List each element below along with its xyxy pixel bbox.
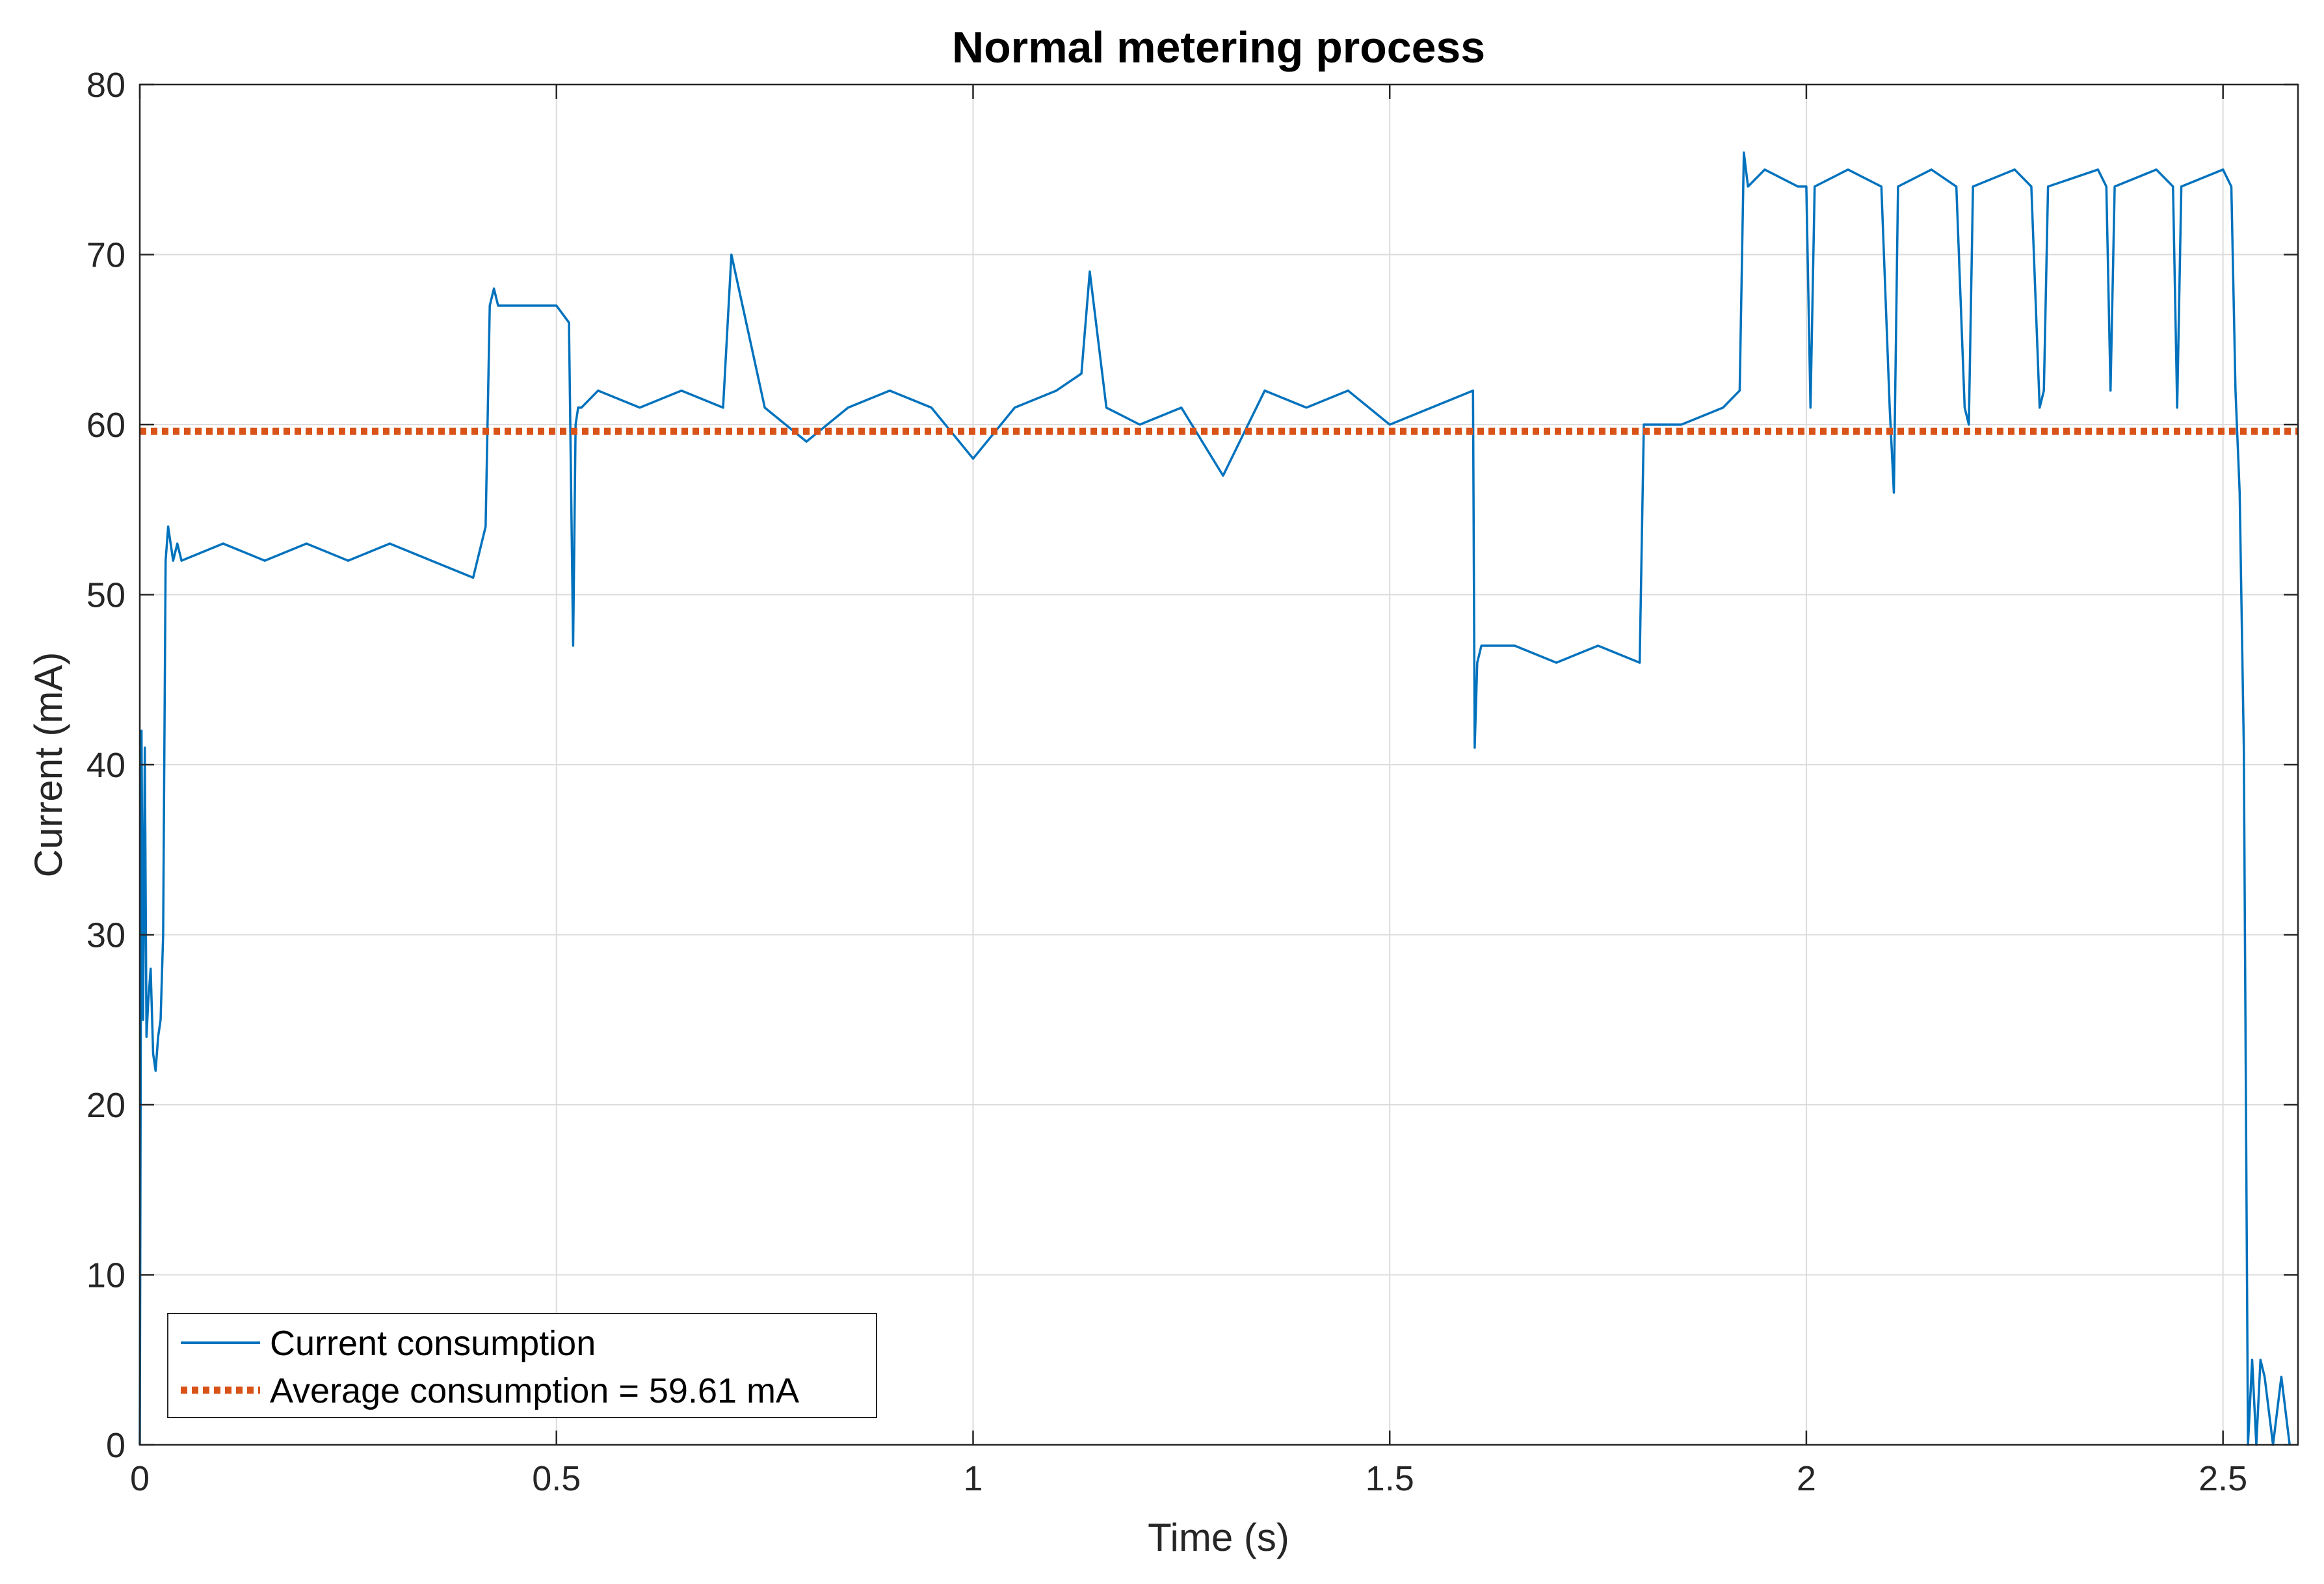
x-axis-ticks: 0 0.5 1 1.5 2 2.5 [130, 85, 2247, 1498]
legend-label-average: Average consumption = 59.61 mA [270, 1371, 799, 1410]
y-axis-label: Current (mA) [27, 652, 70, 878]
x-tick-label: 2.5 [2199, 1459, 2247, 1498]
series-layer [139, 151, 2298, 1446]
y-tick-label: 80 [86, 66, 125, 105]
y-tick-label: 0 [106, 1426, 125, 1465]
y-axis-ticks: 0 10 20 30 40 50 60 70 80 [86, 66, 2298, 1465]
x-tick-label: 2 [1797, 1459, 1816, 1498]
x-tick-label: 0 [130, 1459, 150, 1498]
y-tick-label: 50 [86, 576, 125, 615]
y-tick-label: 10 [86, 1256, 125, 1295]
x-tick-label: 1 [963, 1459, 983, 1498]
x-axis-label: Time (s) [1148, 1516, 1289, 1559]
x-tick-label: 1.5 [1366, 1459, 1414, 1498]
x-tick-label: 0.5 [532, 1459, 581, 1498]
legend: Current consumption Average consumption … [167, 1313, 877, 1418]
y-tick-label: 40 [86, 746, 125, 785]
y-tick-label: 70 [86, 236, 125, 275]
y-tick-label: 20 [86, 1086, 125, 1125]
y-tick-label: 30 [86, 916, 125, 955]
y-tick-label: 60 [86, 406, 125, 445]
legend-box [167, 1313, 877, 1418]
legend-label-current: Current consumption [270, 1324, 596, 1363]
chart-title: Normal metering process [952, 23, 1485, 72]
series-line-current-consumption [139, 151, 2291, 1446]
